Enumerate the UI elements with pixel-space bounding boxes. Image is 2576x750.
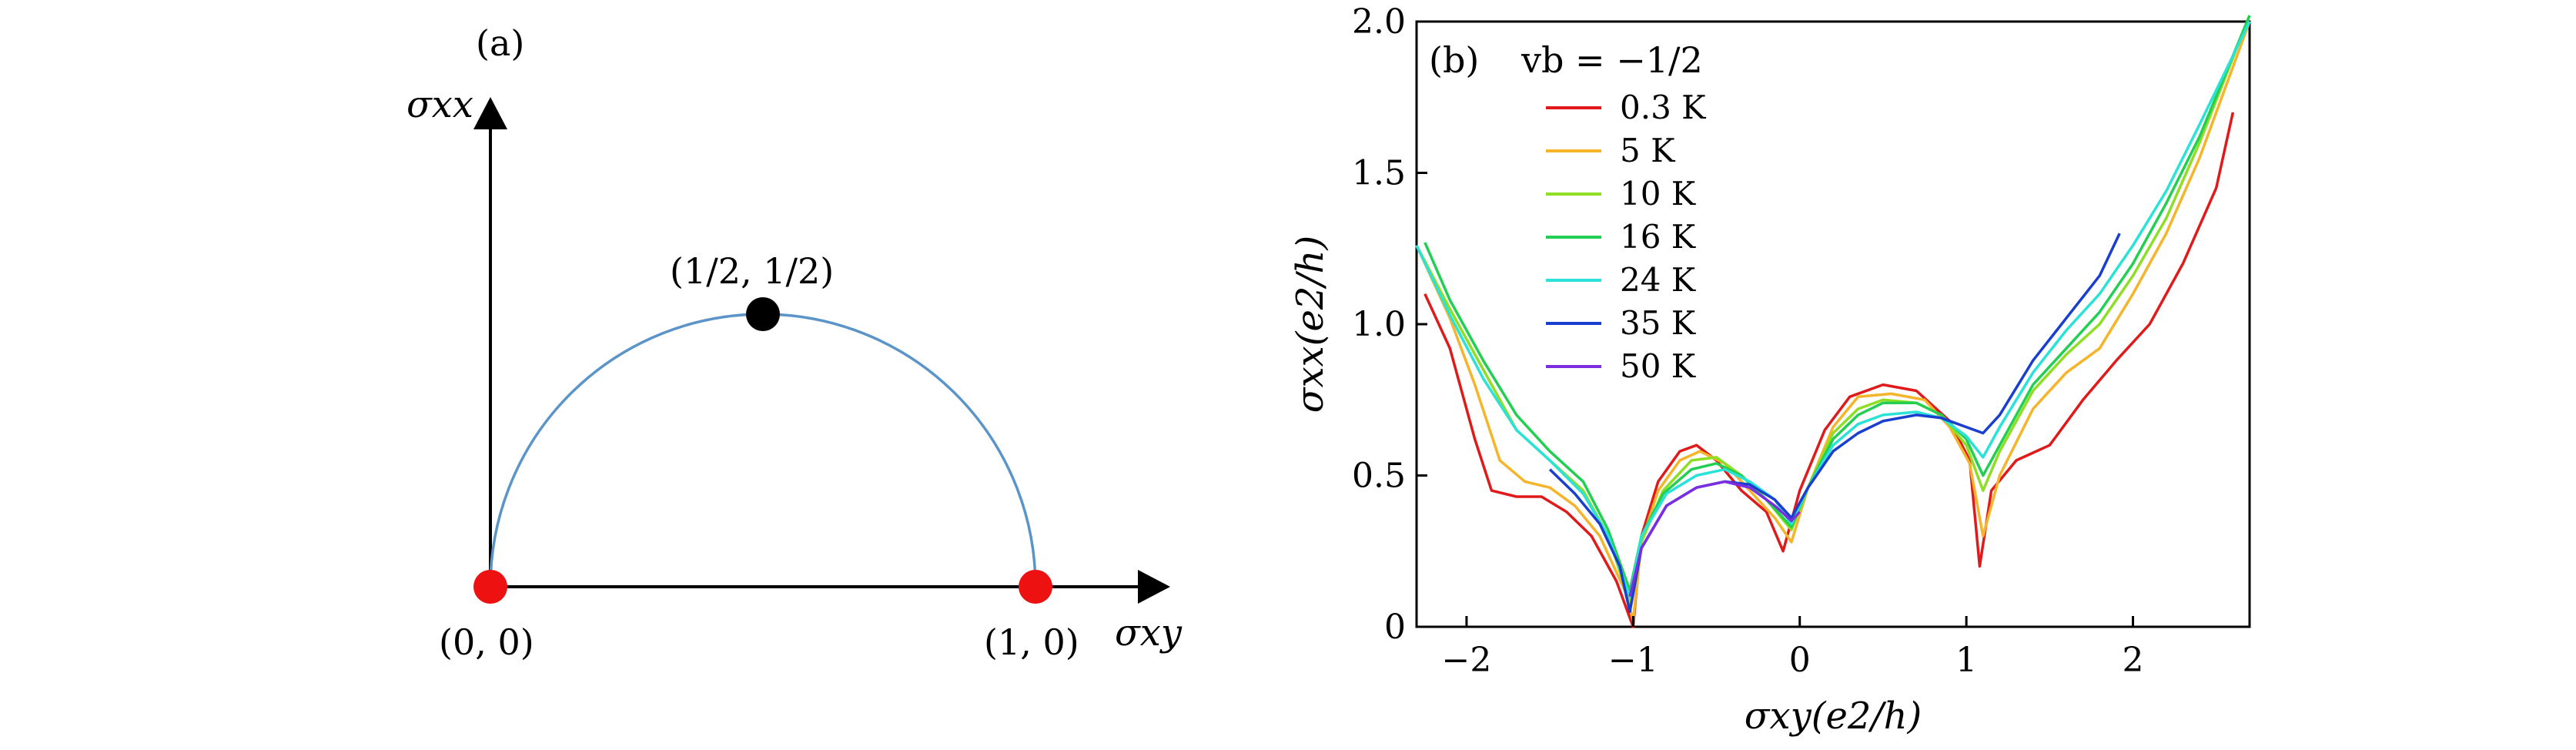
- point-one-zero-label: (1, 0): [984, 621, 1079, 663]
- legend: 0.3 K 5 K 10 K 16 K 24 K 35 K 50 K: [1546, 89, 1707, 385]
- filling-label: vb = −1/2: [1521, 39, 1703, 81]
- y-tick-label: 1.0: [1352, 305, 1406, 344]
- legend-label: 24 K: [1620, 261, 1697, 299]
- point-one-zero: [1019, 570, 1052, 604]
- legend-label: 16 K: [1620, 218, 1697, 256]
- panel-b: −2 −1 0 1 2 0 0.5 1.0 1.5 2.0 (b) vb = −1/2 0.3 …: [1289, 2, 2251, 738]
- panel-a-y-arrowhead: [473, 97, 507, 129]
- y-tick-label: 1.5: [1352, 154, 1406, 193]
- y-ticks: 0 0.5 1.0 1.5 2.0: [1352, 2, 1427, 647]
- series-line-35-k: [1548, 233, 2121, 614]
- point-half-half: [746, 297, 780, 331]
- series-line-0-3-k: [1423, 112, 2235, 628]
- x-tick-label: 1: [1955, 641, 1977, 680]
- point-half-half-label: (1/2, 1/2): [670, 250, 834, 292]
- panel-a-x-arrowhead: [1138, 570, 1170, 604]
- legend-label: 0.3 K: [1620, 89, 1707, 126]
- panel-b-label: (b): [1429, 39, 1479, 81]
- panel-a-x-axis-label: σxy: [1115, 611, 1183, 655]
- x-tick-label: −1: [1608, 641, 1658, 680]
- point-origin-label: (0, 0): [439, 621, 534, 663]
- y-tick-label: 0: [1384, 608, 1406, 647]
- x-ticks: −2 −1 0 1 2: [1441, 616, 2144, 680]
- panel-a: (a) σxx σxy (0, 0) (1, 0) (1/2, 1/2): [406, 22, 1183, 663]
- x-tick-label: 0: [1789, 641, 1811, 680]
- point-origin: [473, 570, 507, 604]
- y-axis-label: σxx(e2/h): [1289, 236, 1332, 413]
- x-tick-label: 2: [2123, 641, 2144, 680]
- y-tick-label: 0.5: [1352, 457, 1406, 496]
- series-line-50-k: [1628, 480, 1801, 598]
- y-tick-label: 2.0: [1352, 2, 1406, 42]
- series-line-5-k: [1415, 21, 2251, 622]
- panel-a-y-axis-label: σxx: [406, 83, 473, 126]
- legend-label: 50 K: [1620, 347, 1697, 385]
- legend-label: 10 K: [1620, 175, 1697, 213]
- panel-a-label: (a): [476, 22, 524, 64]
- legend-label: 35 K: [1620, 304, 1697, 342]
- plot-frame: [1415, 20, 2251, 628]
- curves: [1415, 15, 2251, 628]
- x-tick-label: −2: [1441, 641, 1491, 680]
- semicircle-arc: [489, 313, 1037, 588]
- x-axis-label: σxy(e2/h): [1745, 695, 1922, 738]
- legend-label: 5 K: [1620, 132, 1676, 169]
